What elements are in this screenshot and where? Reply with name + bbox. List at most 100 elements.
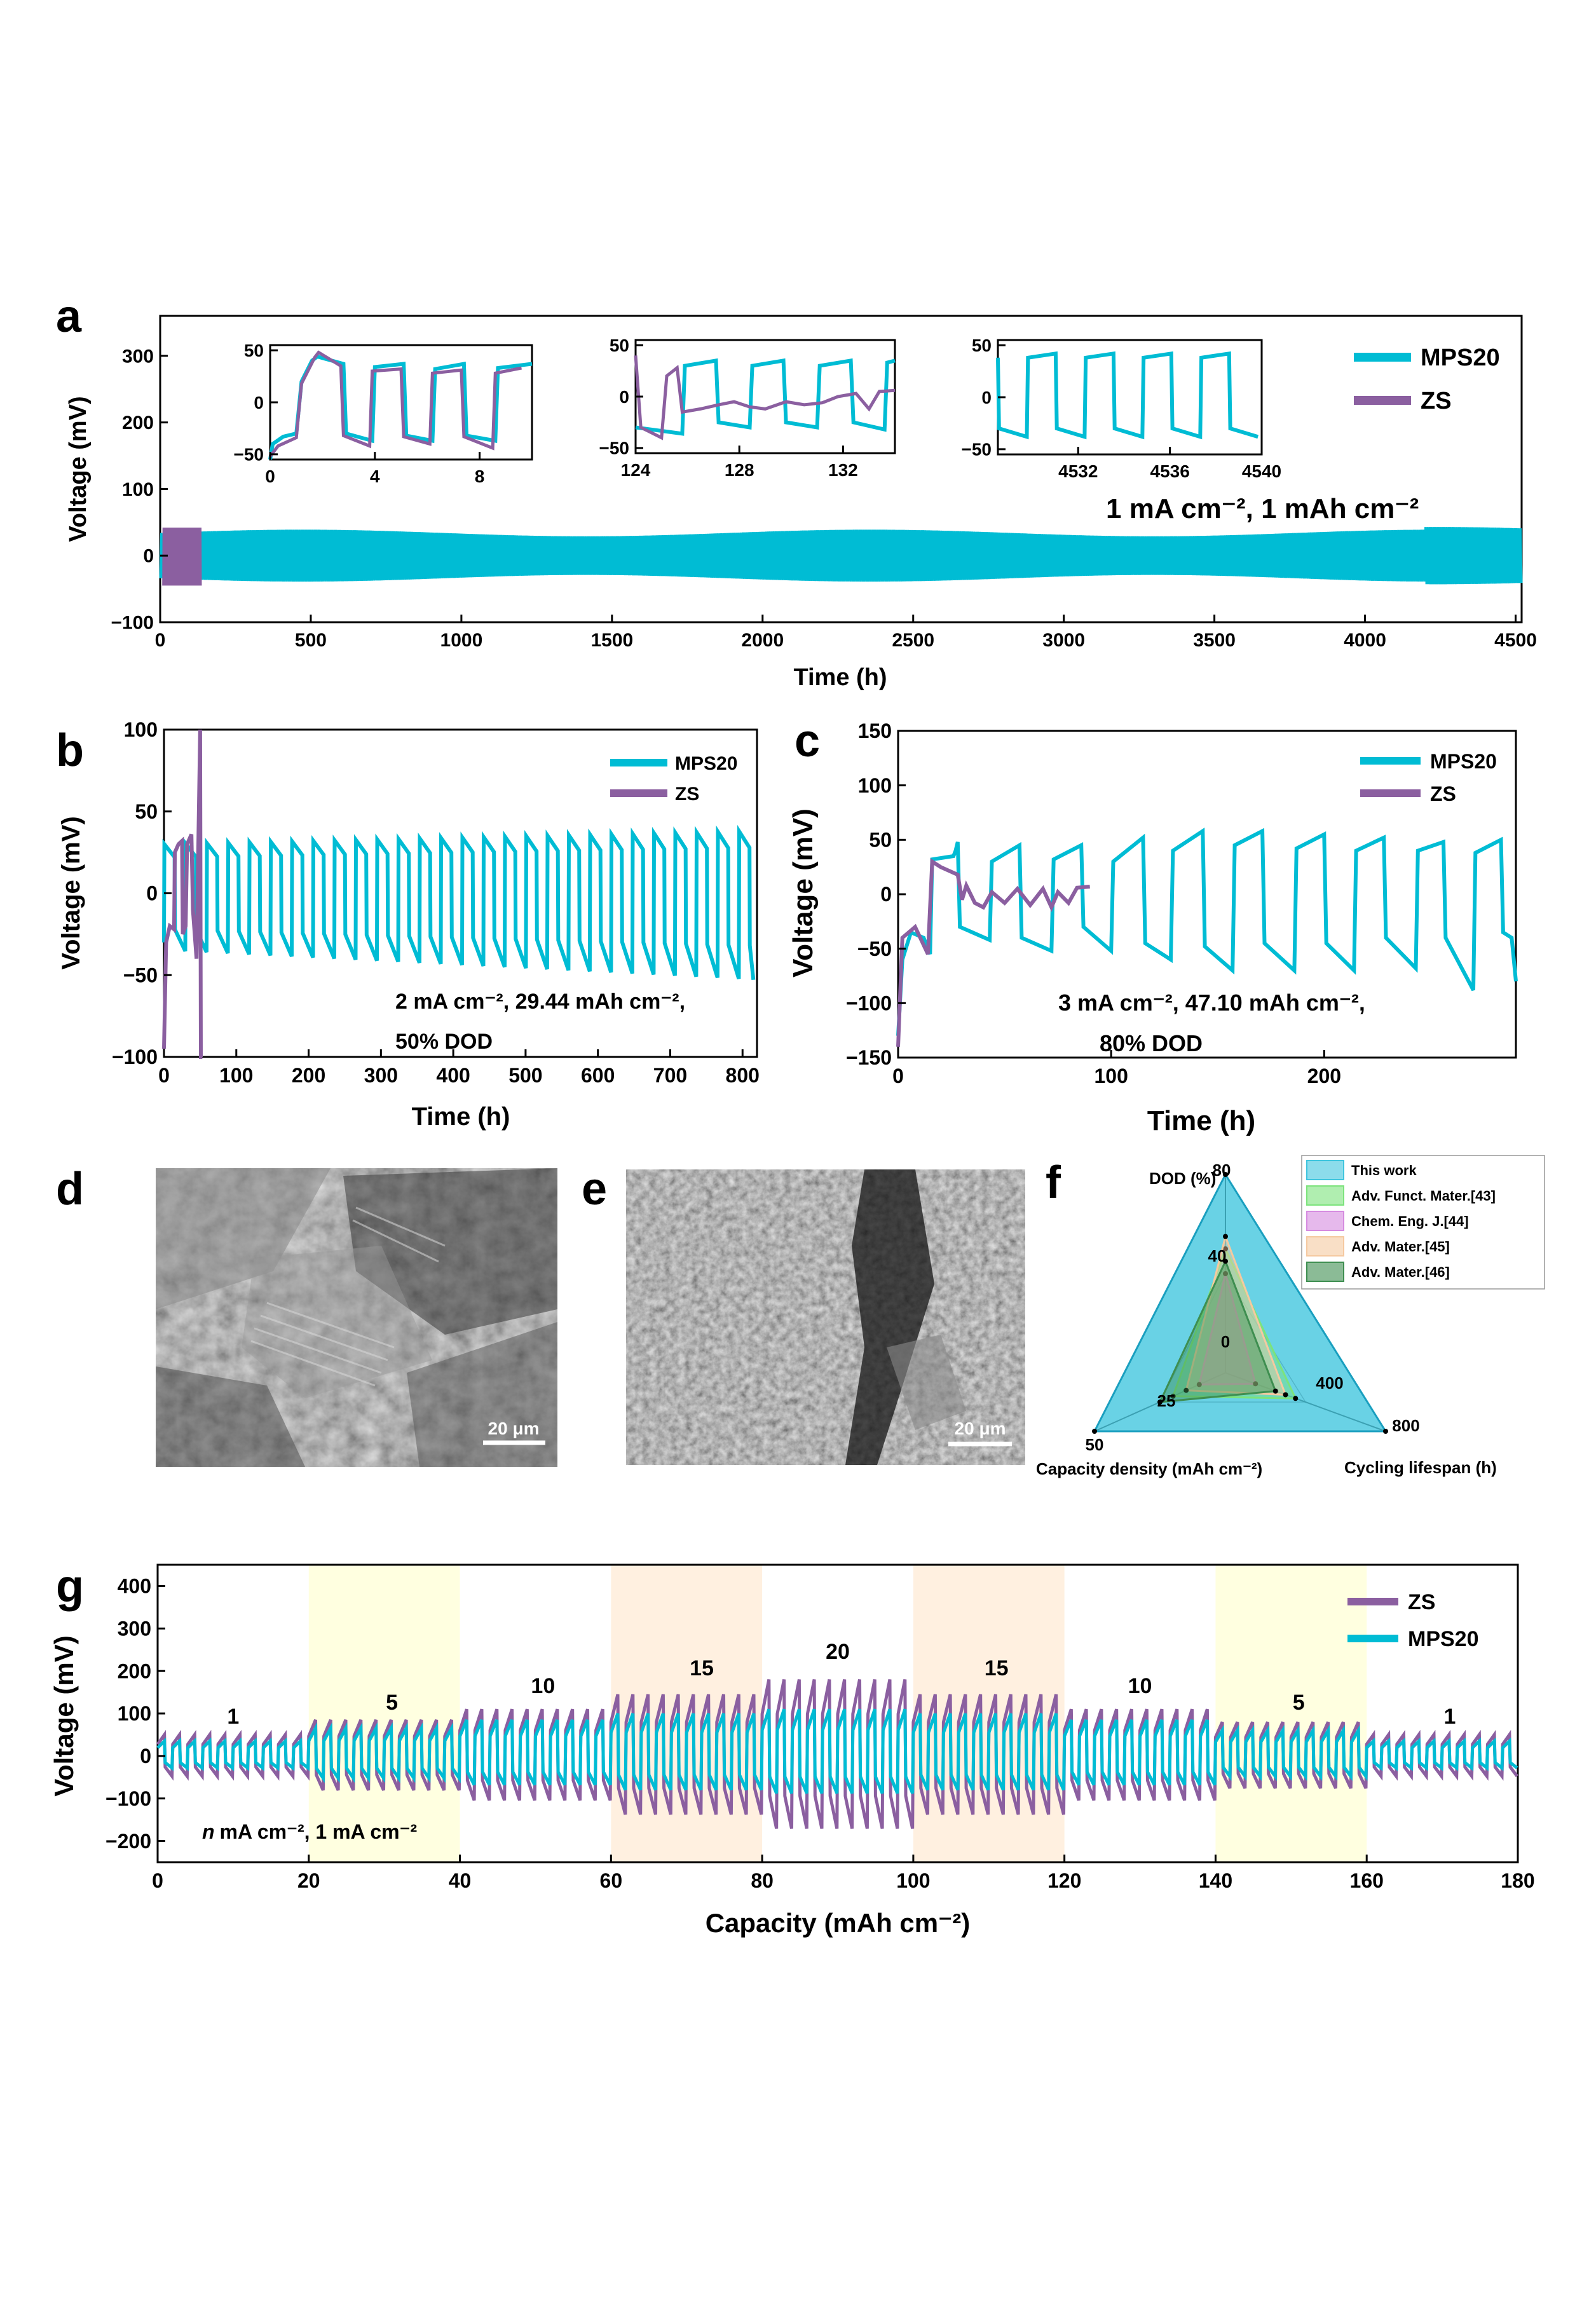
panel-b-zs-line xyxy=(162,729,203,1059)
panel-f-point xyxy=(1223,1246,1228,1251)
panel-f-point xyxy=(1196,1382,1202,1387)
panel-c-chart: 0 100 200 −150 −100 −50 0 50 100 150 Time (h) Vol… xyxy=(788,719,1518,1136)
panel-b-mps20-line xyxy=(162,824,756,981)
panel-f-series-2 xyxy=(1197,1273,1257,1386)
panel-f-series-0 xyxy=(1093,1172,1388,1433)
panel-e-sem-image: 20 μm xyxy=(626,1169,1025,1465)
panel-a-mps20-line xyxy=(159,527,1523,585)
panel-a-chart: 0 500 1000 1500 2000 2500 3000 3500 4000 4500−100… xyxy=(65,315,1537,691)
inset2-xtick-label: 124 xyxy=(621,460,651,480)
panel-g-mps20-line xyxy=(156,1708,1518,1794)
panel-c-ytick-label: −150 xyxy=(846,1046,892,1069)
panel-f-legend-swatch xyxy=(1306,1211,1344,1231)
panel-g-rate-label: 5 xyxy=(386,1691,398,1715)
inset3-xtick-label: 4532 xyxy=(1058,461,1098,481)
panel-f-axis-lifespan: Cycling lifespan (h) xyxy=(1344,1458,1497,1477)
panel-d-sem-image: 20 μm xyxy=(156,1168,557,1467)
panel-letter-b: b xyxy=(56,725,84,776)
panel-g-xtick-label: 180 xyxy=(1501,1869,1534,1892)
panel-g-legend-mps20: MPS20 xyxy=(1408,1627,1479,1651)
panel-b-chart: 0 100 200 300 400 500 600 700 800 −100 −50 0 50 100 T… xyxy=(57,718,760,1131)
panel-letter-f: f xyxy=(1046,1157,1061,1208)
panel-f-legend-swatch xyxy=(1306,1236,1344,1257)
inset-2-zs-line xyxy=(634,355,896,440)
panel-c-ytick-label: 0 xyxy=(880,883,892,906)
panel-g-ytick-label: −100 xyxy=(106,1787,151,1810)
inset3-xtick-label: 4536 xyxy=(1150,461,1190,481)
panel-b-xtick-label: 700 xyxy=(653,1064,687,1087)
panel-f-legend-entry: This work xyxy=(1351,1162,1417,1178)
panel-b-ytick-label: 100 xyxy=(124,718,158,741)
panel-b-xtick-label: 600 xyxy=(581,1064,615,1087)
panel-a-ylabel: Voltage (mV) xyxy=(65,396,92,541)
panel-g-rate-label: 5 xyxy=(1293,1691,1305,1715)
panel-g-chart: 0 20 40 60 80 100 120 140 160 180−200−10001002003… xyxy=(49,1563,1535,1938)
panel-g-condition: n mA cm⁻², 1 mA cm⁻² xyxy=(202,1820,417,1843)
panel-g-rate-band xyxy=(308,1565,460,1862)
panel-f-point xyxy=(1283,1392,1288,1398)
panel-a-xtick-label: 3000 xyxy=(1042,630,1085,651)
panel-letter-g: g xyxy=(56,1561,84,1612)
inset1-ytick-label: 50 xyxy=(244,341,264,360)
panel-a-ytick-label: 200 xyxy=(122,412,154,433)
panel-g-xtick-label: 0 xyxy=(152,1869,163,1892)
panel-a-series xyxy=(159,527,1523,586)
panel-c-ytick-label: 50 xyxy=(869,829,892,852)
panel-c-condition-line1: 3 mA cm⁻², 47.10 mAh cm⁻², xyxy=(1058,990,1365,1016)
panel-f-point xyxy=(1092,1429,1097,1434)
panel-f-legend-entry: Chem. Eng. J.[44] xyxy=(1351,1213,1469,1229)
panel-f-legend-entry: Adv. Funct. Mater.[43] xyxy=(1351,1188,1496,1204)
panel-g-rate-band xyxy=(1215,1565,1367,1862)
panel-g-xtick-label: 40 xyxy=(449,1869,472,1892)
panel-c-condition-line2: 80% DOD xyxy=(1100,1030,1203,1056)
panel-b-xtick-label: 0 xyxy=(158,1064,170,1087)
panel-c-legend-mps20: MPS20 xyxy=(1430,750,1497,773)
panel-f-point xyxy=(1383,1429,1388,1434)
panel-f-life-tick-400: 400 xyxy=(1316,1373,1343,1393)
inset2-frame xyxy=(634,339,896,454)
panel-f-point xyxy=(1272,1388,1278,1394)
panel-b-condition-line1: 2 mA cm⁻², 29.44 mAh cm⁻², xyxy=(395,990,685,1014)
panel-b-ytick-label: 50 xyxy=(135,800,158,823)
inset1-xtick-label: 8 xyxy=(475,467,485,486)
panel-c-xlabel: Time (h) xyxy=(1147,1105,1255,1136)
inset-3-mps20-line xyxy=(996,351,1259,440)
panel-g-ytick-label: 400 xyxy=(118,1575,151,1598)
panel-c-series xyxy=(896,828,1518,1047)
panel-f-cap-tick-50: 50 xyxy=(1086,1435,1104,1454)
inset3-xtick-label: 4540 xyxy=(1242,461,1281,481)
panel-g-xtick-label: 140 xyxy=(1199,1869,1232,1892)
panel-f-point xyxy=(1183,1387,1189,1393)
panel-f-series-4 xyxy=(1158,1258,1277,1403)
panel-a-xtick-label: 500 xyxy=(295,630,327,651)
inset2-ytick-label: 50 xyxy=(610,336,629,355)
panel-g-series xyxy=(156,1679,1518,1829)
panel-a-xlabel: Time (h) xyxy=(793,664,887,691)
panel-f-cap-tick-25: 25 xyxy=(1157,1391,1176,1410)
panel-a-xtick-label: 4000 xyxy=(1344,630,1386,651)
panel-a-legend-mps20: MPS20 xyxy=(1421,344,1500,371)
panel-g-legend-zs: ZS xyxy=(1408,1590,1435,1614)
panel-b-legend-mps20: MPS20 xyxy=(675,753,737,774)
panel-letter-d: d xyxy=(56,1164,84,1215)
panel-g-xtick-label: 80 xyxy=(751,1869,774,1892)
panel-g-rate-label: 1 xyxy=(1444,1705,1456,1729)
panel-a-xtick-label: 4500 xyxy=(1494,630,1537,651)
panel-c-ytick-label: −100 xyxy=(846,992,892,1015)
panel-b-condition-line2: 50% DOD xyxy=(395,1030,493,1054)
panel-c-xtick-label: 100 xyxy=(1094,1065,1128,1087)
panel-b-xtick-label: 400 xyxy=(436,1064,470,1087)
panel-a-ytick-label: −100 xyxy=(111,613,154,634)
panel-f-legend-swatch xyxy=(1306,1160,1344,1180)
panel-f-point xyxy=(1157,1400,1163,1405)
panel-c-ytick-label: 150 xyxy=(858,719,892,742)
panel-c-ytick-label: 100 xyxy=(858,774,892,797)
panel-a-xtick-label: 3500 xyxy=(1193,630,1236,651)
panel-b-xtick-label: 100 xyxy=(219,1064,253,1087)
panel-g-ytick-label: 100 xyxy=(118,1702,151,1725)
panel-a-zs-line xyxy=(162,528,202,586)
panel-c-xtick-label: 0 xyxy=(892,1065,904,1087)
